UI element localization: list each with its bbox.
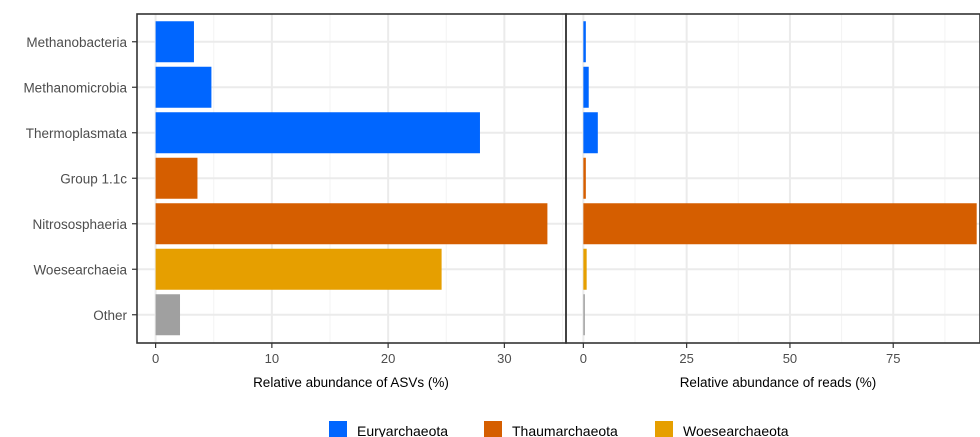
right-bar-thermoplasmata xyxy=(583,112,598,154)
right-x-tick-label: 25 xyxy=(679,351,693,366)
right-bar-methanobacteria xyxy=(583,21,586,63)
right-bar-nitrososphaeria xyxy=(583,203,977,245)
left-panel-bars xyxy=(155,21,548,336)
y-category-label: Thermoplasmata xyxy=(26,126,128,141)
right-x-tick-label: 50 xyxy=(783,351,797,366)
y-category-label: Woesearchaeia xyxy=(33,262,127,277)
left-x-axis-title: Relative abundance of ASVs (%) xyxy=(253,375,449,390)
left-bar-other xyxy=(155,294,181,336)
left-x-axis-ticks: 0 10 20 30 xyxy=(152,343,512,366)
right-panel-grid xyxy=(566,14,980,343)
left-x-tick-label: 30 xyxy=(497,351,511,366)
left-x-tick-label: 10 xyxy=(265,351,279,366)
y-category-label: Nitrososphaeria xyxy=(32,217,127,232)
left-x-tick-label: 0 xyxy=(152,351,159,366)
right-bar-other xyxy=(583,294,585,336)
y-category-label: Other xyxy=(93,308,127,323)
legend-swatch-woesearchaeota xyxy=(655,421,673,437)
right-bar-methanomicrobia xyxy=(583,66,589,108)
legend: Euryarchaeota Thaumarchaeota Woesearchae… xyxy=(329,421,789,437)
category-axis-labels: Methanobacteria Methanomicrobia Thermoplas… xyxy=(23,35,137,323)
left-bar-thermoplasmata xyxy=(155,112,480,154)
left-x-tick-label: 20 xyxy=(381,351,395,366)
right-x-tick-label: 0 xyxy=(580,351,587,366)
right-x-axis-ticks: 0 25 50 75 xyxy=(580,343,900,366)
right-panel-border xyxy=(565,13,980,344)
left-bar-methanobacteria xyxy=(155,21,194,63)
right-x-tick-label: 75 xyxy=(886,351,900,366)
y-category-label: Methanobacteria xyxy=(26,35,127,50)
left-bar-group-1-1c xyxy=(155,157,198,199)
left-panel-grid xyxy=(137,14,566,343)
right-panel-bars xyxy=(583,21,977,336)
right-bar-woesearchaeia xyxy=(583,248,587,290)
legend-label-euryarchaeota: Euryarchaeota xyxy=(357,423,448,437)
left-bar-nitrososphaeria xyxy=(155,203,548,245)
legend-label-thaumarchaeota: Thaumarchaeota xyxy=(512,423,618,437)
y-category-label: Group 1.1c xyxy=(60,171,127,186)
legend-swatch-thaumarchaeota xyxy=(484,421,502,437)
y-category-label: Methanomicrobia xyxy=(23,80,127,95)
legend-label-woesearchaeota: Woesearchaeota xyxy=(683,423,789,437)
legend-swatch-euryarchaeota xyxy=(329,421,347,437)
right-bar-group-1-1c xyxy=(583,157,586,199)
left-bar-methanomicrobia xyxy=(155,66,212,108)
left-bar-woesearchaeia xyxy=(155,248,442,290)
right-x-axis-title: Relative abundance of reads (%) xyxy=(680,375,877,390)
